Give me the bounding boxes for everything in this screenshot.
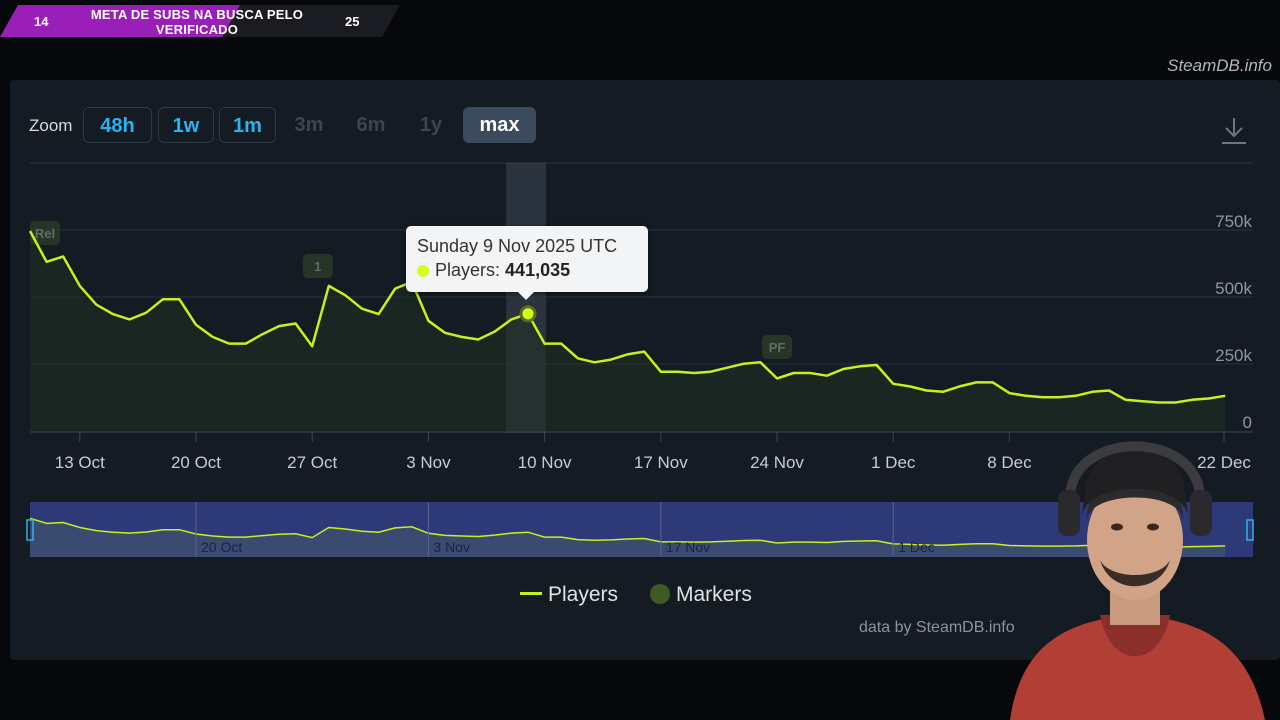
tooltip-series-dot bbox=[417, 265, 429, 277]
x-axis: 13 Oct 20 Oct 27 Oct 3 Nov 10 Nov 17 Nov 24 No… bbox=[30, 431, 1253, 472]
players-area bbox=[30, 231, 1226, 432]
x-tick-label: 13 Oct bbox=[55, 453, 105, 472]
goal-title: META DE SUBS NA BUSCA PELO VERIFICADO bbox=[90, 7, 304, 37]
y-tick-label: 250k bbox=[1215, 346, 1252, 365]
navigator-right-handle[interactable] bbox=[1246, 519, 1254, 541]
hovered-data-point[interactable] bbox=[519, 305, 537, 323]
zoom-label: Zoom bbox=[29, 116, 73, 135]
zoom-1w-button[interactable]: 1w bbox=[158, 107, 214, 143]
players-legend-swatch bbox=[520, 592, 542, 595]
markers-legend-swatch bbox=[650, 584, 670, 604]
marker-pf[interactable]: PF bbox=[762, 335, 792, 359]
x-tick-label: 20 Oct bbox=[171, 453, 221, 472]
marker-label: 1 bbox=[314, 259, 321, 274]
y-tick-label: 0 bbox=[1243, 413, 1252, 432]
legend-markers-label: Markers bbox=[676, 583, 752, 606]
y-tick-label: 500k bbox=[1215, 279, 1252, 298]
x-tick-label: 1 Dec bbox=[871, 453, 916, 472]
goal-progress-fill bbox=[0, 5, 240, 37]
navigator-tick-label: 3 Nov bbox=[433, 539, 470, 555]
legend-markers[interactable]: Markers bbox=[650, 583, 752, 609]
x-tick-label: 22 Dec bbox=[1197, 453, 1251, 472]
navigator-tick-label: 1 Dec bbox=[898, 539, 935, 555]
players-series-line[interactable] bbox=[28, 230, 1226, 404]
x-tick-label: 10 Nov bbox=[518, 453, 572, 472]
legend-players-label: Players bbox=[548, 583, 619, 606]
chart-tooltip: Sunday 9 Nov 2025 UTC Players: 441,035 bbox=[406, 226, 648, 300]
zoom-3m-button[interactable]: 3m bbox=[294, 114, 324, 136]
marker-1[interactable]: 1 bbox=[302, 254, 333, 278]
tooltip-series-label: Players: bbox=[435, 260, 501, 280]
zoom-max-button[interactable]: max bbox=[463, 107, 536, 143]
marker-rel[interactable]: Rel bbox=[30, 221, 60, 245]
x-tick-label: 8 Dec bbox=[987, 453, 1032, 472]
x-tick-label: 24 Nov bbox=[750, 453, 804, 472]
event-markers: Rel 1 PF bbox=[30, 221, 792, 359]
legend-players[interactable]: Players bbox=[520, 583, 618, 609]
navigator-tick-label: 20 Oct bbox=[201, 539, 242, 555]
goal-current-number: 14 bbox=[34, 14, 49, 29]
zoom-6m-button[interactable]: 6m bbox=[356, 114, 386, 136]
zoom-1m-button[interactable]: 1m bbox=[219, 107, 276, 143]
x-tick-label: 17 Nov bbox=[634, 453, 688, 472]
marker-label: Rel bbox=[35, 226, 55, 241]
x-tick-label: 27 Oct bbox=[287, 453, 337, 472]
tooltip-date: Sunday 9 Nov 2025 UTC bbox=[417, 236, 618, 256]
y-tick-label: 750k bbox=[1215, 212, 1252, 231]
webcam-overlay bbox=[1010, 441, 1265, 720]
subscriber-goal-bar: 14 META DE SUBS NA BUSCA PELO VERIFICADO… bbox=[0, 0, 420, 42]
x-tick-label: 3 Nov bbox=[406, 453, 451, 472]
zoom-48h-button[interactable]: 48h bbox=[83, 107, 152, 143]
tooltip-value: 441,035 bbox=[505, 260, 571, 280]
goal-target-number: 25 bbox=[345, 14, 360, 29]
y-axis: 750k 500k 250k 0 bbox=[1215, 212, 1252, 432]
zoom-1y-button[interactable]: 1y bbox=[419, 114, 443, 136]
navigator-line bbox=[29, 517, 1226, 548]
data-credit: data by SteamDB.info bbox=[859, 619, 1015, 636]
navigator-left-handle[interactable] bbox=[26, 519, 34, 541]
range-navigator[interactable]: 20 Oct 3 Nov 17 Nov 1 Dec bbox=[26, 502, 1254, 557]
marker-label: PF bbox=[769, 340, 786, 355]
site-watermark: SteamDB.info bbox=[1167, 56, 1272, 75]
download-icon[interactable] bbox=[1220, 116, 1248, 146]
navigator-tick-label: 17 Nov bbox=[666, 539, 710, 555]
tooltip-row: Players: 441,035 bbox=[417, 260, 570, 281]
